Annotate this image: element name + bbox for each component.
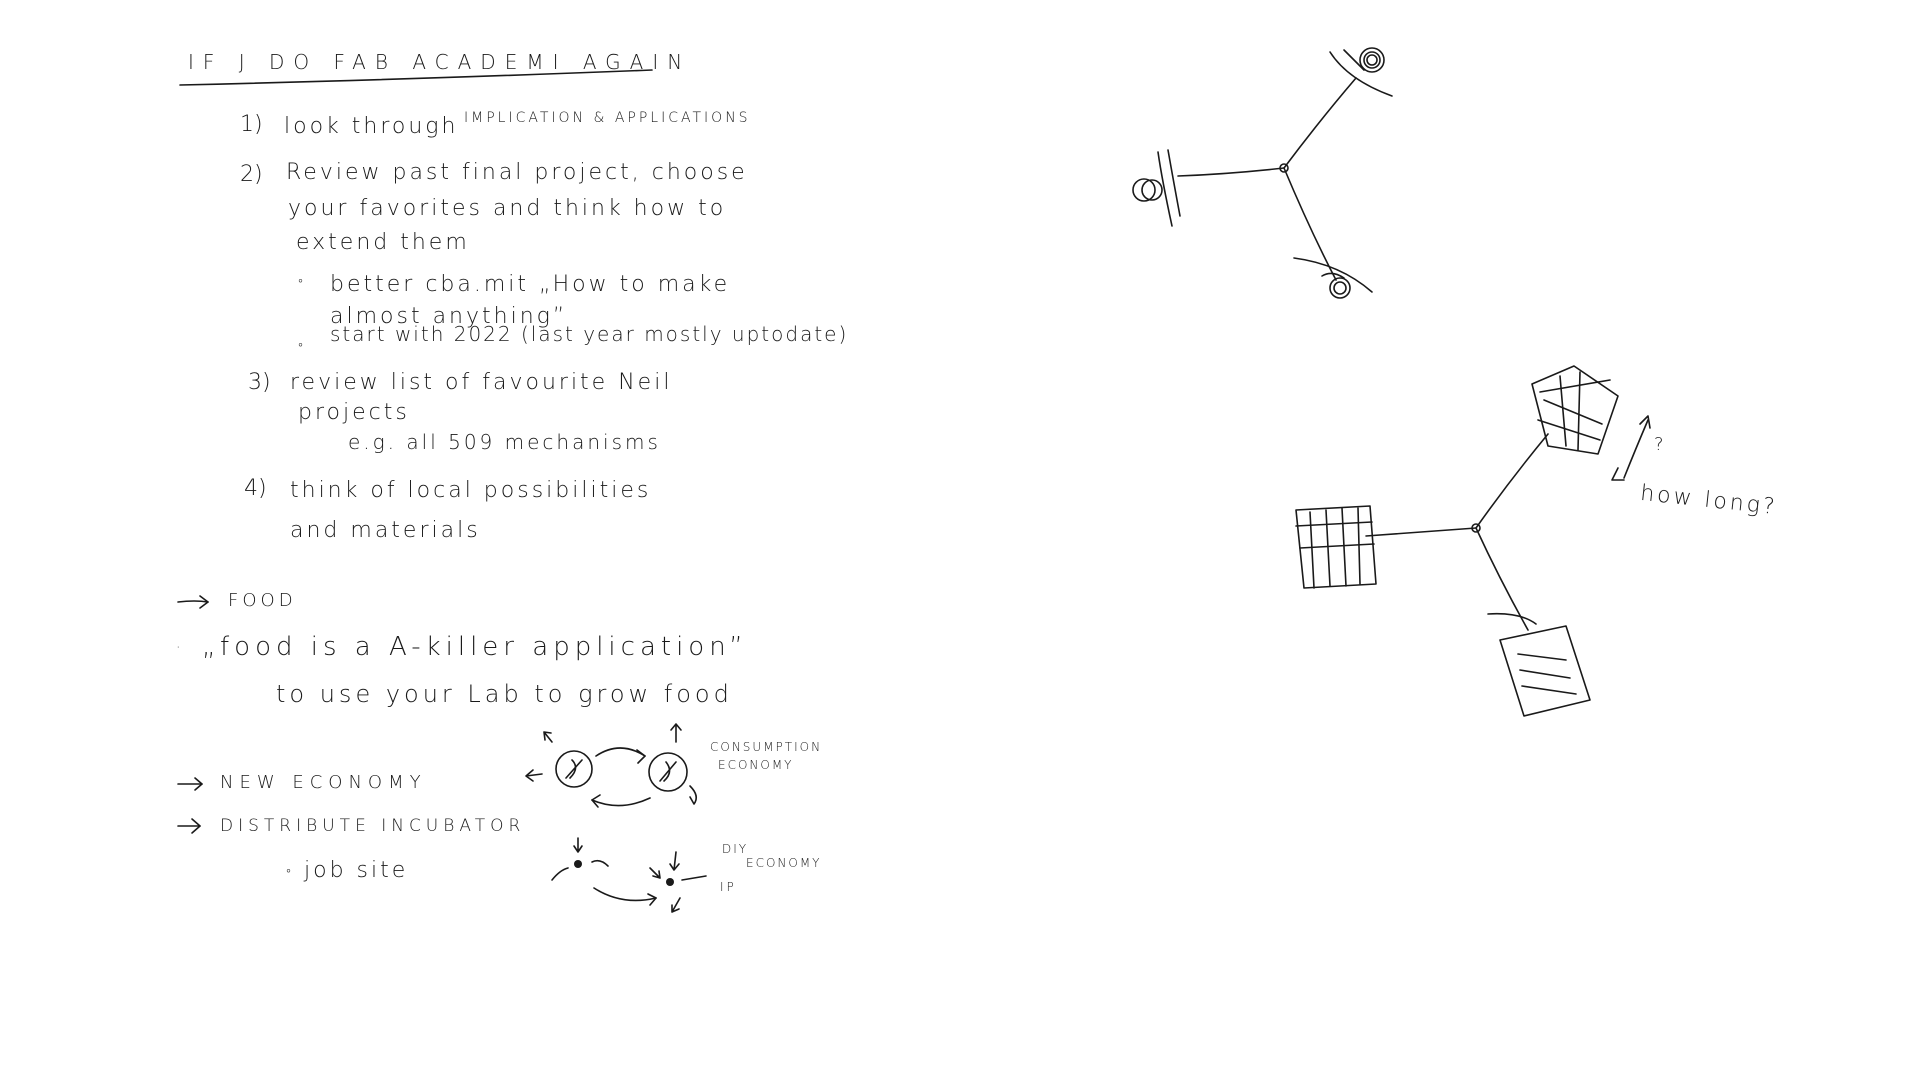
notes-title: IF J DO FAB ACADEMI AGAIN: [188, 50, 692, 74]
how-long-label: how long?: [1639, 480, 1779, 521]
diy-label-1: DIY: [722, 842, 749, 856]
consumption-label-2: ECONOMY: [718, 758, 794, 772]
arrow-new-economy-icon: [177, 777, 203, 791]
item-1-caps: IMPLICATION & APPLICATIONS: [464, 110, 751, 126]
food-quote: „food is a A-killer application”: [202, 632, 748, 662]
distribute-incubator-label: DISTRIBUTE INCUBATOR: [220, 816, 526, 836]
arrow-distribute-icon: [177, 818, 201, 834]
new-economy-label: NEW ECONOMY: [220, 772, 427, 793]
arrow-food-icon: [177, 595, 209, 609]
bullet-2-mark: ◦: [298, 337, 306, 353]
food-quote-bullet: ·: [176, 640, 184, 656]
food-label: FOOD: [228, 590, 297, 611]
item-3-line-3: e.g. all 509 mechanisms: [348, 430, 661, 454]
diy-label-2: ECONOMY: [746, 856, 822, 870]
food-line-2: to use your Lab to grow food: [276, 680, 733, 708]
item-2-line-1: Review past final project, choose: [286, 160, 748, 185]
tripod-sketch-bottom: [1295, 365, 1651, 717]
item-4-line-2: and materials: [290, 518, 481, 543]
item-2-line-3: extend them: [296, 230, 470, 255]
bullet-1-line-2: almost anything”: [330, 304, 568, 329]
item-3-number: 3): [248, 370, 271, 395]
job-site-label: job site: [304, 858, 409, 883]
item-1-text: look through: [284, 114, 459, 139]
item-4-line-1: think of local possibilities: [290, 478, 652, 503]
consumption-economy-diagram: [525, 723, 698, 808]
job-site-bullet: ◦: [286, 863, 294, 879]
bullet-2-text: start with 2022 (last year mostly uptoda…: [330, 322, 849, 346]
item-3-line-1: review list of favourite Neil: [290, 370, 673, 395]
item-4-number: 4): [244, 476, 267, 501]
ip-label: IP: [720, 880, 737, 894]
diy-economy-diagram: [551, 837, 707, 913]
item-2-line-2: your favorites and think how to: [288, 196, 727, 221]
item-1-number: 1): [240, 112, 263, 137]
item-3-line-2: projects: [298, 400, 410, 425]
bullet-1-line-1: better cba.mit „How to make: [330, 272, 731, 297]
question-mark: ?: [1654, 434, 1667, 455]
bullet-1-mark: ◦: [298, 273, 306, 289]
item-2-number: 2): [240, 162, 263, 187]
tripod-sketch-top: [1132, 47, 1393, 299]
consumption-label-1: CONSUMPTION: [710, 740, 823, 754]
